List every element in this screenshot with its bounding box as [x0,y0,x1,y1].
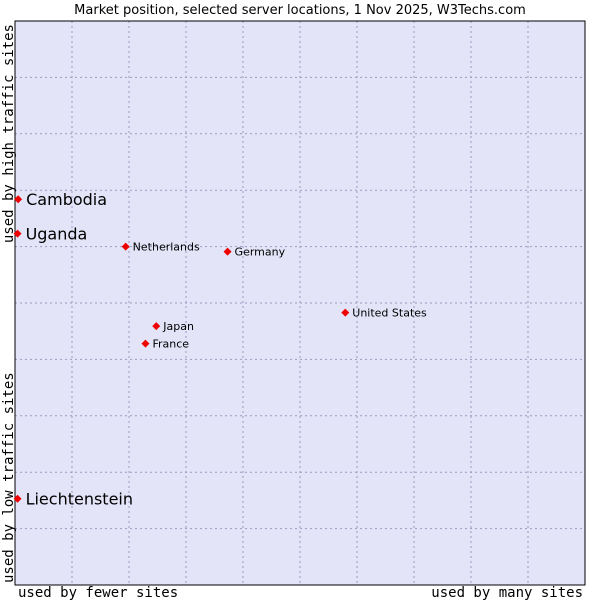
point-label-netherlands: Netherlands [133,241,200,254]
point-label-france: France [152,338,189,351]
point-marker-france [141,339,150,348]
point-label-united-states: United States [352,307,427,320]
point-label-cambodia: Cambodia [26,190,107,209]
point-marker-uganda [13,229,22,238]
point-label-liechtenstein: Liechtenstein [26,490,133,509]
point-label-germany: Germany [235,246,286,259]
data-points: Cambodia Uganda Netherlands Germany United S… [13,190,427,509]
point-marker-united-states [341,308,350,317]
plot-border [14,20,586,586]
point-label-japan: Japan [162,320,194,333]
y-axis-label-high: used by high traffic sites [1,24,17,243]
chart-title: Market position, selected server locatio… [74,3,526,18]
point-label-uganda: Uganda [26,225,88,244]
grid-lines [15,21,585,585]
x-axis-label-low: used by fewer sites [18,585,178,600]
point-marker-liechtenstein [13,494,22,503]
point-marker-netherlands [121,242,130,251]
point-marker-germany [223,247,232,256]
point-marker-cambodia [14,195,23,204]
point-marker-japan [152,322,161,331]
x-axis-label-high: used by many sites [431,585,583,600]
y-axis-label-low: used by low traffic sites [1,372,17,583]
